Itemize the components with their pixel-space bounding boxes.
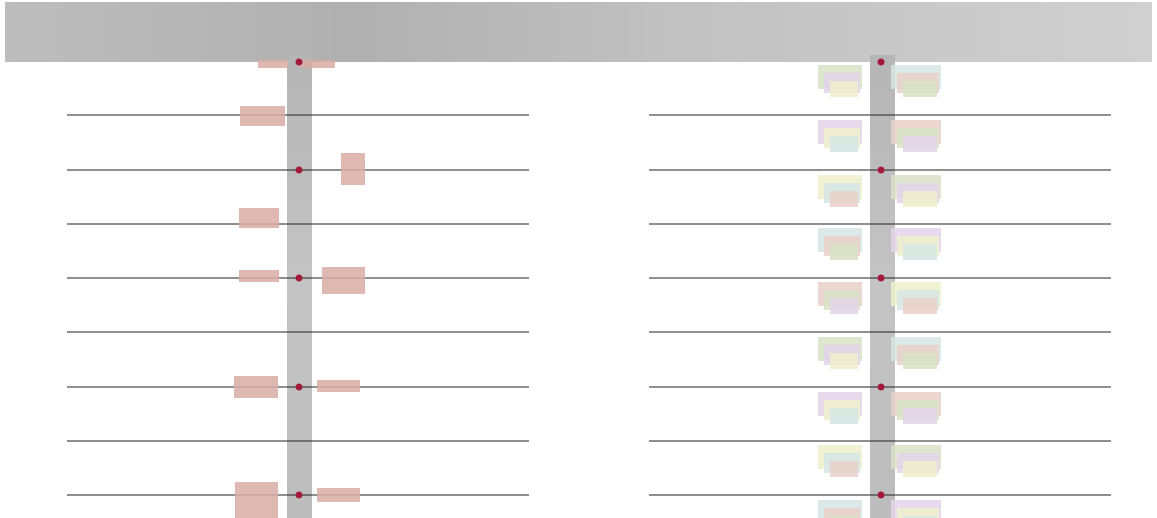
paper-piece bbox=[239, 208, 279, 228]
paper-piece bbox=[897, 508, 939, 518]
dot bbox=[877, 274, 885, 282]
paper-piece bbox=[903, 244, 937, 260]
paper-piece bbox=[317, 380, 360, 392]
paper-piece bbox=[830, 244, 858, 260]
dot bbox=[295, 166, 303, 174]
paper-piece bbox=[903, 353, 937, 369]
paper-piece bbox=[322, 267, 365, 294]
paper-piece bbox=[234, 376, 278, 398]
dot bbox=[295, 383, 303, 391]
dot bbox=[877, 491, 885, 499]
paper-piece bbox=[830, 81, 858, 97]
paper-piece bbox=[824, 508, 860, 518]
paper-piece bbox=[903, 298, 937, 314]
paper-piece bbox=[903, 81, 937, 97]
dot bbox=[877, 166, 885, 174]
paper-piece bbox=[830, 353, 858, 369]
paper-piece bbox=[830, 408, 858, 424]
paper-piece bbox=[830, 136, 858, 152]
paper-piece bbox=[903, 191, 937, 207]
paper-piece bbox=[903, 136, 937, 152]
dot bbox=[295, 274, 303, 282]
paper-piece bbox=[258, 60, 288, 68]
paper-piece bbox=[830, 298, 858, 314]
paper-piece bbox=[300, 60, 335, 68]
dot bbox=[295, 491, 303, 499]
header-band bbox=[5, 2, 1152, 62]
paper-piece bbox=[239, 270, 279, 282]
paper-piece bbox=[903, 461, 937, 477]
decorations bbox=[67, 58, 1111, 518]
paper-piece bbox=[903, 516, 937, 518]
paper-piece bbox=[235, 482, 278, 518]
paper-piece bbox=[830, 516, 858, 518]
paper-piece bbox=[903, 408, 937, 424]
dot bbox=[877, 58, 885, 66]
left-post bbox=[287, 55, 312, 518]
paper-piece bbox=[830, 191, 858, 207]
paper-piece bbox=[830, 461, 858, 477]
dot bbox=[877, 383, 885, 391]
paper-piece bbox=[240, 106, 285, 126]
paper-piece bbox=[341, 153, 365, 185]
paper-piece bbox=[317, 488, 360, 502]
dot bbox=[295, 58, 303, 66]
